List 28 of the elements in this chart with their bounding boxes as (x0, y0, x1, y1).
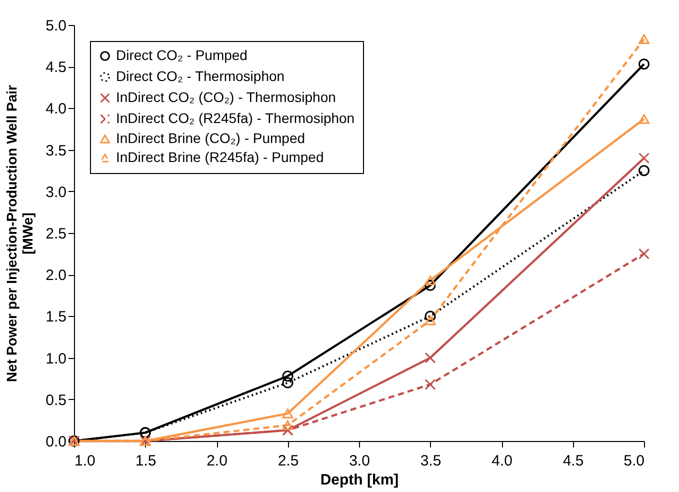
x-axis-title: Depth [km] (320, 472, 399, 488)
y-tick-label: 5.0 (46, 18, 66, 34)
x-tick-label: 5.0 (624, 452, 644, 470)
y-tick-label: 3.5 (46, 142, 66, 160)
legend-label: InDirect CO₂ (CO₂) - Thermosiphon (116, 89, 336, 105)
legend-label: InDirect Brine (R245fa) - Pumped (116, 149, 324, 165)
x-tick-label: 1.0 (74, 452, 96, 470)
x-tick-label: 2.5 (278, 452, 299, 470)
x-tick-label: 2.0 (206, 452, 228, 470)
legend-label: InDirect Brine (CO₂) - Pumped (116, 130, 306, 146)
y-tick-label: 3.0 (46, 184, 66, 201)
y-tick-label: 1.0 (46, 350, 66, 368)
y-tick-label: 4.0 (46, 100, 66, 118)
x-tick-label: 4.5 (562, 452, 584, 470)
legend-label: Direct CO₂ - Thermosiphon (116, 68, 285, 84)
y-tick-label: 2.0 (46, 267, 66, 284)
legend-label: InDirect CO₂ (R245fa) - Thermosiphon (116, 110, 355, 126)
x-tick-label: 4.0 (492, 452, 512, 470)
x-tick-label: 1.5 (135, 452, 156, 470)
y-tick-label: 1.5 (46, 308, 66, 326)
y-tick-label: 0.5 (46, 392, 66, 409)
x-tick-label: 3.5 (420, 452, 442, 470)
y-tick-label: 0.0 (46, 434, 66, 450)
y-tick-label: 4.5 (46, 59, 66, 76)
legend-label: Direct CO₂ - Pumped (116, 47, 248, 63)
y-tick-label: 2.5 (46, 226, 66, 242)
y-axis-title: Net Power per Injection-Production Well Pair [MWe] (4, 84, 36, 382)
x-tick-label: 3.0 (349, 452, 370, 470)
